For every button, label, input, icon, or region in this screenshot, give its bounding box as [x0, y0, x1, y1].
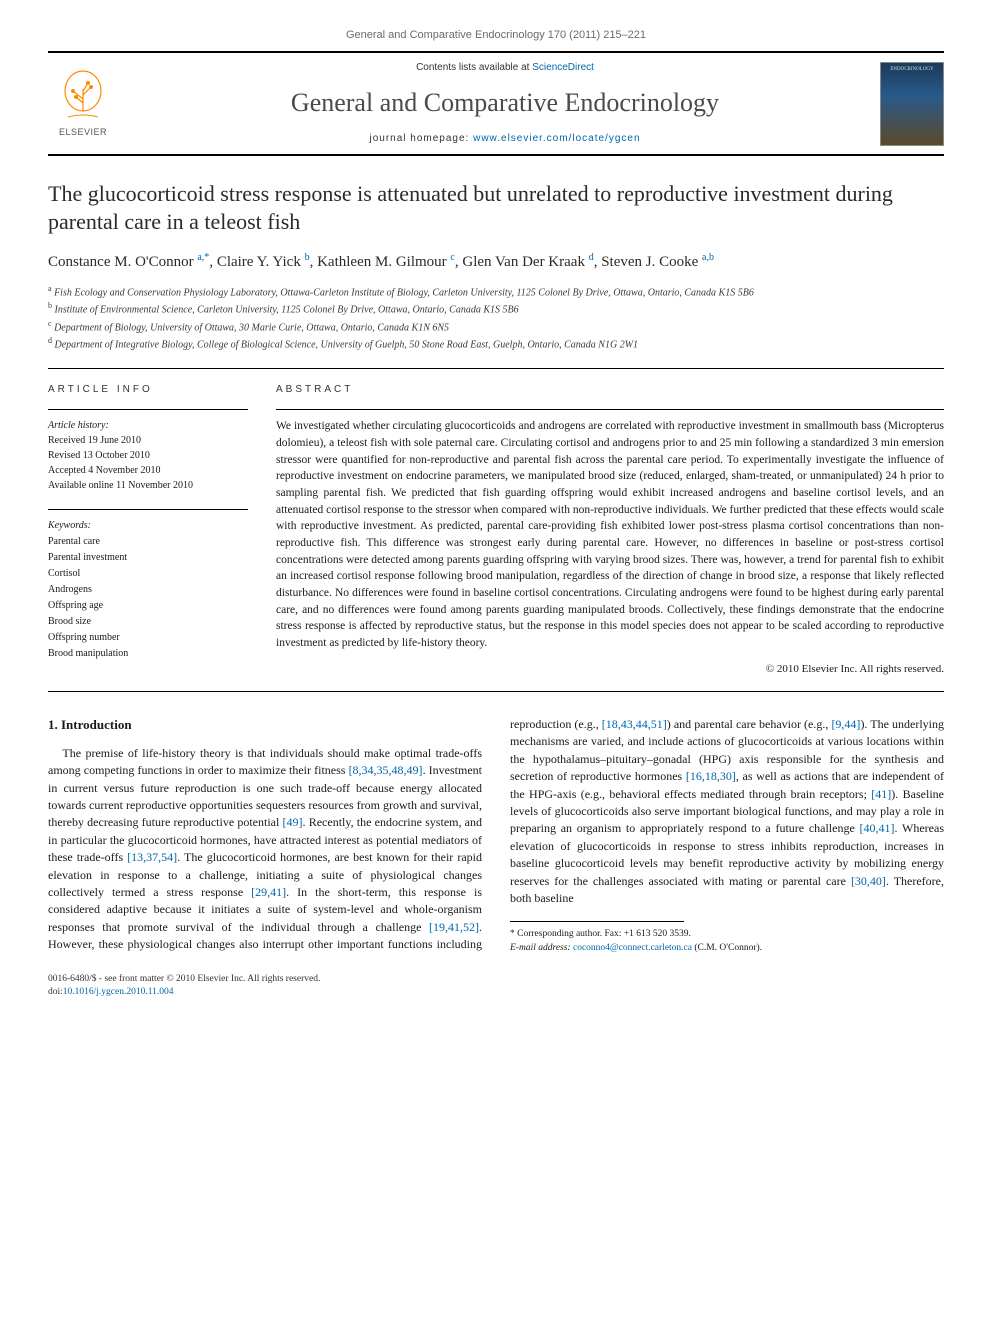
homepage-line: journal homepage: www.elsevier.com/locat… — [130, 132, 880, 146]
footnote-divider — [510, 921, 684, 922]
authors-line: Constance M. O'Connor a,*, Claire Y. Yic… — [48, 251, 944, 273]
abstract-copyright: © 2010 Elsevier Inc. All rights reserved… — [276, 662, 944, 677]
abstract-heading: abstract — [276, 383, 944, 397]
ref-link[interactable]: [9,44] — [831, 717, 860, 731]
ref-link[interactable]: [30,40] — [851, 874, 886, 888]
article-history: Article history: Received 19 June 2010Re… — [48, 409, 248, 493]
keyword: Cortisol — [48, 566, 248, 582]
journal-cover-thumbnail: ENDOCRINOLOGY — [880, 62, 944, 146]
history-label: Article history: — [48, 418, 248, 433]
info-abstract-row: article info Article history: Received 1… — [48, 383, 944, 677]
ref-link[interactable]: [29,41] — [251, 885, 286, 899]
ref-link[interactable]: [19,41,52] — [429, 920, 479, 934]
ref-link[interactable]: [40,41] — [860, 821, 895, 835]
history-item: Accepted 4 November 2010 — [48, 463, 248, 478]
article-info-heading: article info — [48, 383, 248, 397]
history-item: Available online 11 November 2010 — [48, 478, 248, 493]
divider — [48, 691, 944, 692]
elsevier-logo: ELSEVIER — [48, 64, 118, 144]
abstract-column: abstract We investigated whether circula… — [276, 383, 944, 677]
journal-header: ELSEVIER Contents lists available at Sci… — [48, 51, 944, 155]
contents-prefix: Contents lists available at — [416, 62, 532, 73]
corresponding-author: * Corresponding author. Fax: +1 613 520 … — [510, 928, 944, 941]
doi-link[interactable]: 10.1016/j.ygcen.2010.11.004 — [63, 987, 174, 997]
homepage-prefix: journal homepage: — [369, 133, 473, 144]
email-link[interactable]: coconno4@connect.carleton.ca — [573, 943, 692, 953]
affiliation: c Department of Biology, University of O… — [48, 318, 944, 335]
keyword: Parental investment — [48, 550, 248, 566]
homepage-link[interactable]: www.elsevier.com/locate/ygcen — [473, 133, 640, 144]
keyword: Androgens — [48, 582, 248, 598]
article-title: The glucocorticoid stress response is at… — [48, 180, 944, 237]
history-item: Revised 13 October 2010 — [48, 448, 248, 463]
affiliations: a Fish Ecology and Conservation Physiolo… — [48, 283, 944, 352]
keyword: Parental care — [48, 534, 248, 550]
contents-line: Contents lists available at ScienceDirec… — [130, 61, 880, 75]
history-item: Received 19 June 2010 — [48, 433, 248, 448]
ref-link[interactable]: [49] — [283, 815, 303, 829]
running-head: General and Comparative Endocrinology 17… — [48, 28, 944, 43]
email-line: E-mail address: coconno4@connect.carleto… — [510, 942, 944, 955]
intro-heading: 1. Introduction — [48, 716, 482, 735]
keyword: Offspring number — [48, 630, 248, 646]
publisher-name: ELSEVIER — [59, 126, 107, 139]
keywords-label: Keywords: — [48, 518, 248, 534]
elsevier-tree-icon — [58, 69, 108, 124]
page-footer: 0016-6480/$ - see front matter © 2010 El… — [48, 973, 944, 1000]
keyword: Brood manipulation — [48, 646, 248, 662]
abstract-text: We investigated whether circulating gluc… — [276, 409, 944, 651]
doi-line: doi:10.1016/j.ygcen.2010.11.004 — [48, 986, 944, 999]
header-center: Contents lists available at ScienceDirec… — [130, 61, 880, 145]
affiliation: a Fish Ecology and Conservation Physiolo… — [48, 283, 944, 300]
keywords-block: Keywords: Parental careParental investme… — [48, 509, 248, 662]
cover-title: ENDOCRINOLOGY — [890, 67, 933, 73]
ref-link[interactable]: [8,34,35,48,49] — [349, 763, 423, 777]
affiliation: d Department of Integrative Biology, Col… — [48, 335, 944, 352]
ref-link[interactable]: [13,37,54] — [127, 850, 177, 864]
journal-name: General and Comparative Endocrinology — [130, 85, 880, 121]
article-info-column: article info Article history: Received 1… — [48, 383, 248, 677]
divider — [48, 368, 944, 369]
issn-line: 0016-6480/$ - see front matter © 2010 El… — [48, 973, 944, 986]
keyword: Offspring age — [48, 598, 248, 614]
ref-link[interactable]: [18,43,44,51] — [602, 717, 667, 731]
affiliation: b Institute of Environmental Science, Ca… — [48, 300, 944, 317]
sciencedirect-link[interactable]: ScienceDirect — [532, 62, 594, 73]
ref-link[interactable]: [41] — [871, 787, 891, 801]
footnotes: * Corresponding author. Fax: +1 613 520 … — [510, 928, 944, 955]
intro-paragraph: The premise of life-history theory is th… — [48, 716, 944, 955]
keyword: Brood size — [48, 614, 248, 630]
body-text: 1. Introduction The premise of life-hist… — [48, 716, 944, 955]
ref-link[interactable]: [16,18,30] — [686, 769, 736, 783]
